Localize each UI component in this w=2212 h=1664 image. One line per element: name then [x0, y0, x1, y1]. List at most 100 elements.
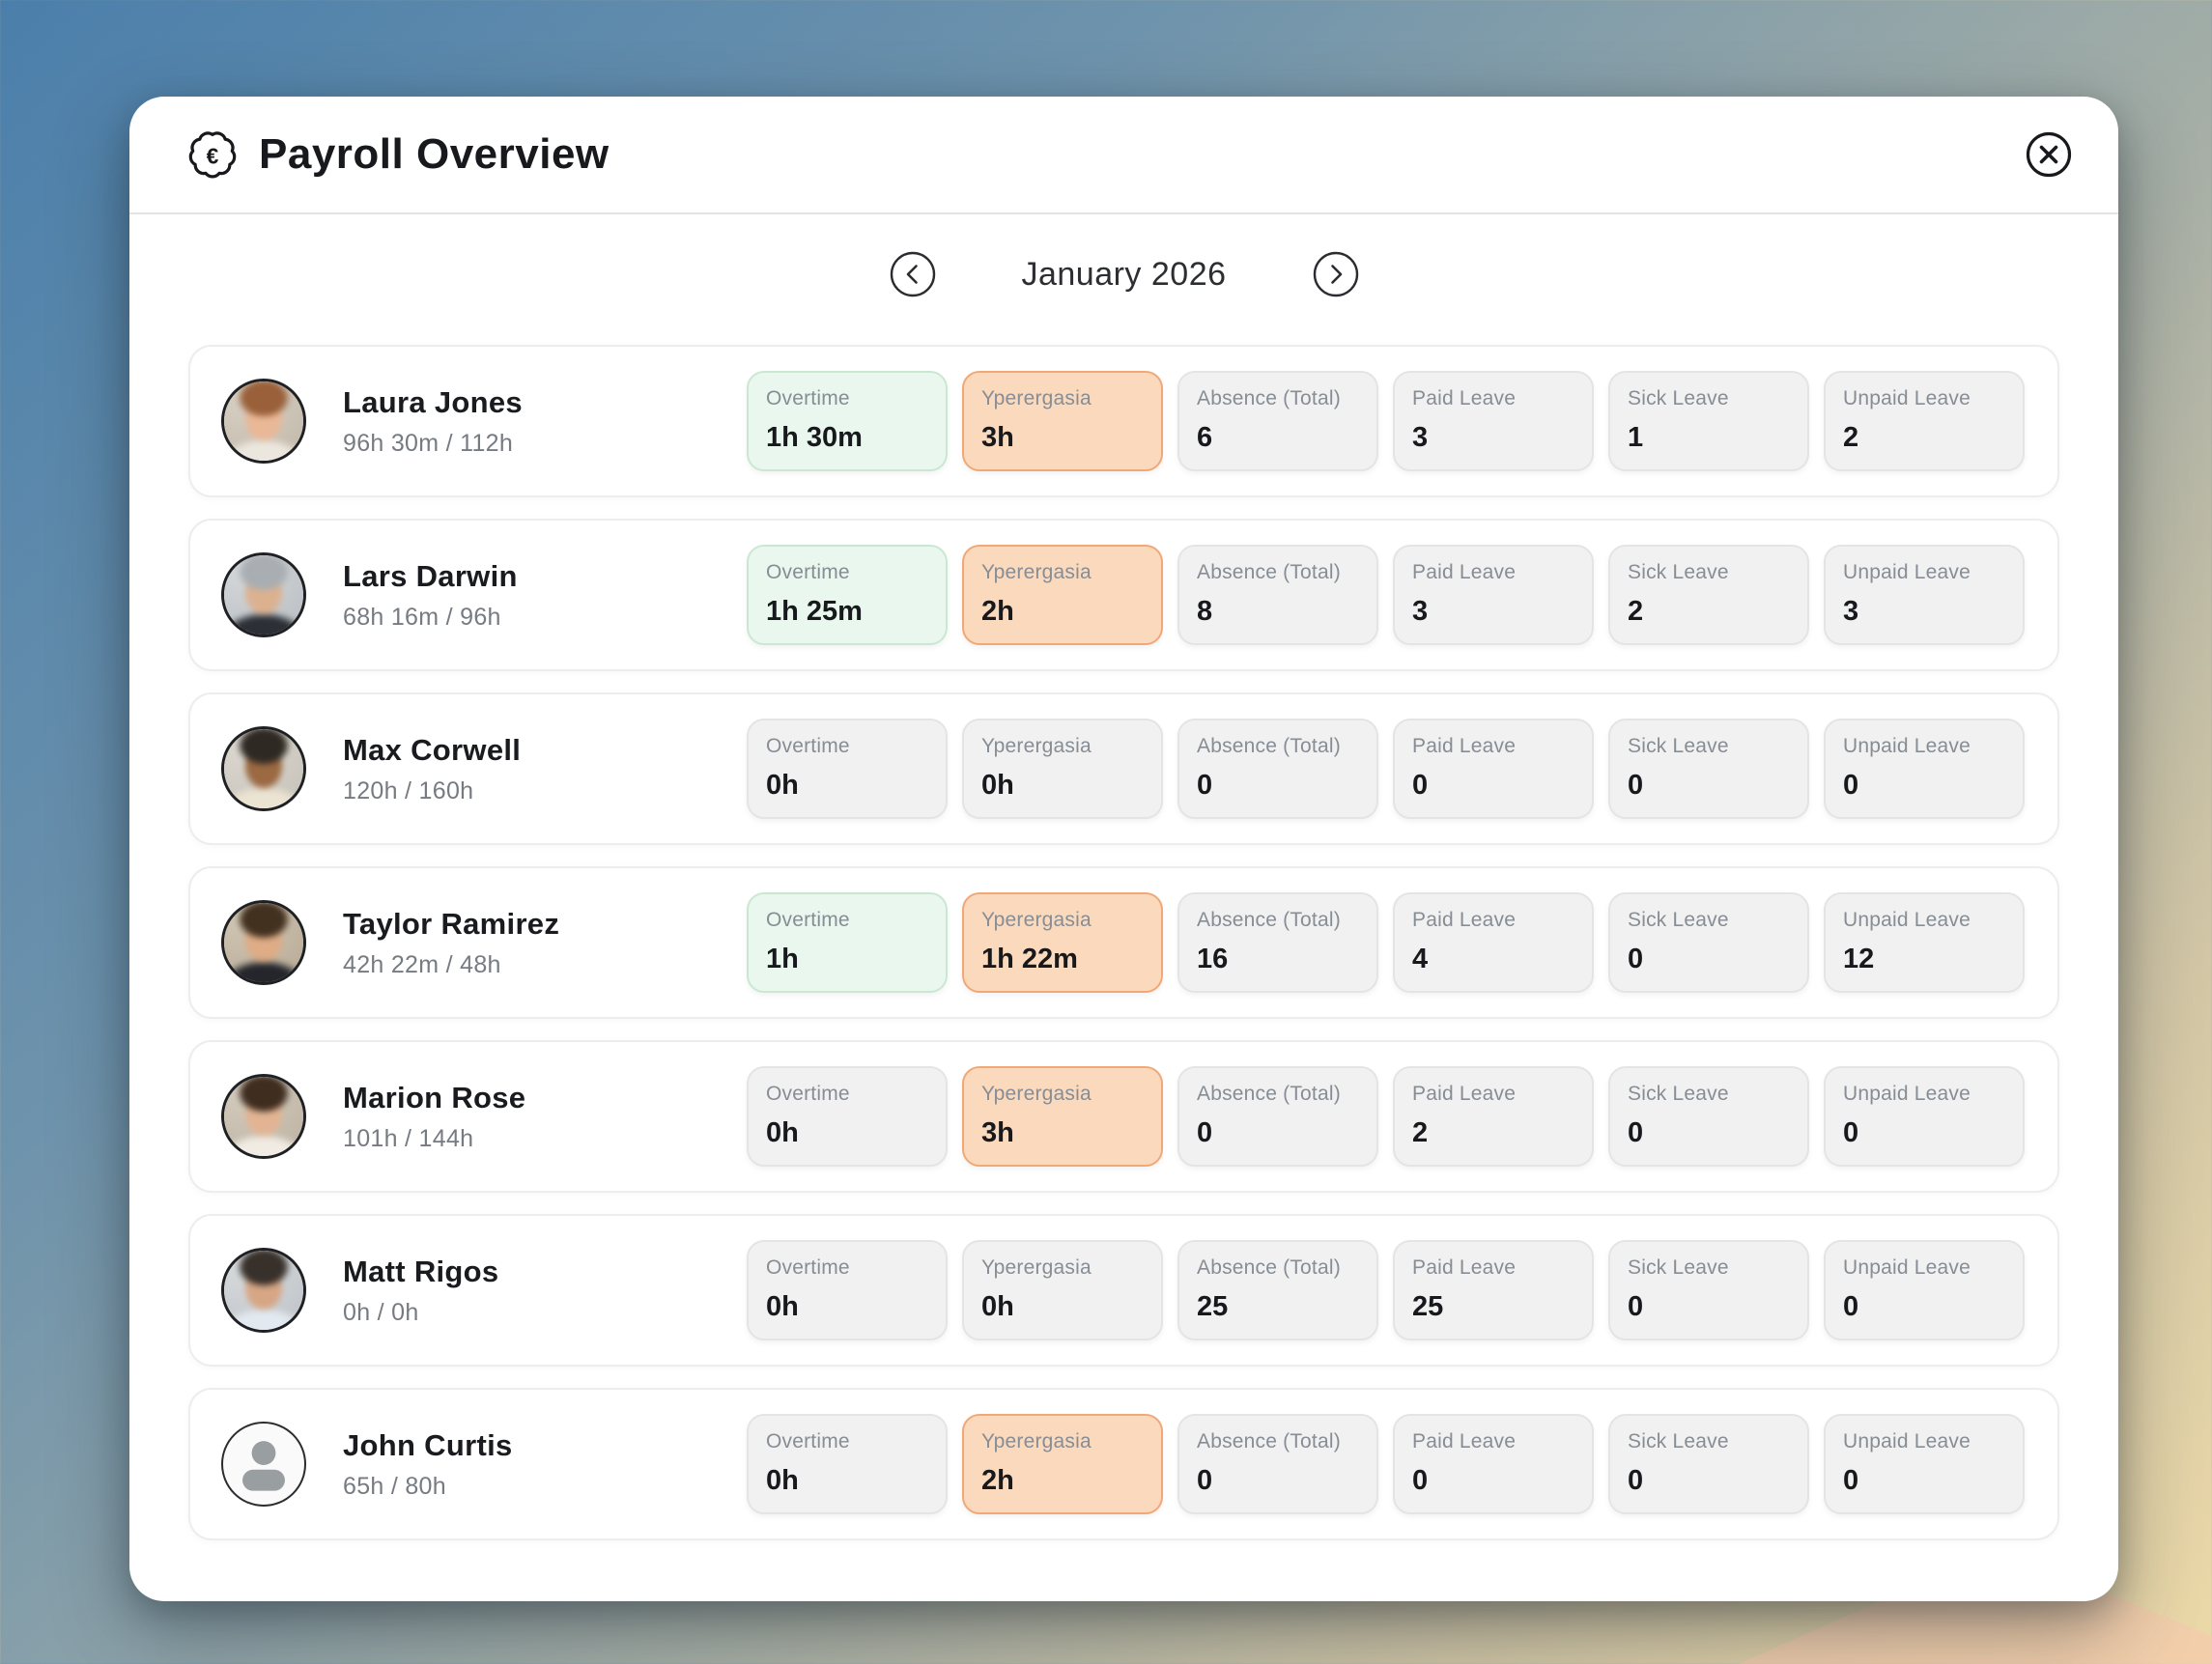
employee-row: John Curtis 65h / 80h Overtime 0h Yperer…	[188, 1388, 2059, 1540]
stat-chip: Unpaid Leave 12	[1824, 892, 2025, 993]
stat-value: 1h 22m	[981, 944, 1078, 974]
modal-header: € Payroll Overview	[129, 97, 2118, 214]
stat-value: 2h	[981, 1465, 1014, 1496]
stat-label: Yperergasia	[981, 387, 1092, 409]
employee-name: Matt Rigos	[343, 1254, 499, 1288]
stat-label: Unpaid Leave	[1843, 1256, 1971, 1279]
stat-chip: Sick Leave 0	[1608, 892, 1809, 993]
stat-chip: Absence (Total) 0	[1177, 1414, 1378, 1514]
employee-info: Marion Rose 101h / 144h	[343, 1081, 747, 1153]
stat-value: 3	[1412, 422, 1429, 453]
stat-label: Absence (Total)	[1197, 1083, 1341, 1105]
avatar	[221, 379, 306, 464]
stat-label: Absence (Total)	[1197, 909, 1341, 931]
stat-chip: Absence (Total) 0	[1177, 719, 1378, 819]
stat-label: Unpaid Leave	[1843, 1083, 1971, 1105]
stat-chip: Sick Leave 1	[1608, 371, 1809, 471]
stat-value: 0	[1412, 770, 1429, 801]
avatar	[221, 726, 306, 811]
stat-chip: Sick Leave 2	[1608, 545, 1809, 645]
avatar	[221, 552, 306, 637]
stat-chip: Unpaid Leave 0	[1824, 1414, 2025, 1514]
stat-chip: Sick Leave 0	[1608, 1240, 1809, 1340]
payroll-overview-modal: € Payroll Overview January 2026	[129, 97, 2118, 1601]
chevron-right-icon	[1313, 251, 1358, 297]
stat-label: Sick Leave	[1628, 1083, 1729, 1105]
next-month-button[interactable]	[1311, 249, 1361, 299]
stat-value: 0	[1843, 1291, 1859, 1322]
employee-name: Taylor Ramirez	[343, 906, 560, 941]
stat-label: Yperergasia	[981, 735, 1092, 757]
stat-value: 3	[1412, 596, 1429, 627]
stat-chip: Overtime 1h 25m	[747, 545, 948, 645]
stat-label: Overtime	[766, 909, 850, 931]
employee-name: Marion Rose	[343, 1080, 526, 1114]
close-icon	[2026, 131, 2072, 178]
stat-value: 25	[1412, 1291, 1444, 1322]
stat-value: 2	[1412, 1117, 1429, 1148]
stat-value: 3	[1843, 596, 1859, 627]
stat-label: Overtime	[766, 1083, 850, 1105]
employee-row: Marion Rose 101h / 144h Overtime 0h Yper…	[188, 1040, 2059, 1193]
stat-chip-group: Overtime 0h Yperergasia 2h Absence (Tota…	[747, 1414, 2025, 1514]
stat-chip: Paid Leave 3	[1393, 371, 1594, 471]
stat-chip: Sick Leave 0	[1608, 1414, 1809, 1514]
stat-chip: Unpaid Leave 3	[1824, 545, 2025, 645]
stat-label: Unpaid Leave	[1843, 909, 1971, 931]
stat-chip-group: Overtime 1h 30m Yperergasia 3h Absence (…	[747, 371, 2025, 471]
stat-chip: Yperergasia 1h 22m	[962, 892, 1163, 993]
stat-chip: Paid Leave 2	[1393, 1066, 1594, 1167]
avatar	[221, 1248, 306, 1333]
stat-chip-group: Overtime 0h Yperergasia 3h Absence (Tota…	[747, 1066, 2025, 1167]
stat-label: Overtime	[766, 561, 850, 583]
stat-value: 0	[1843, 1465, 1859, 1496]
stat-value: 0	[1197, 1117, 1213, 1148]
stat-label: Paid Leave	[1412, 1430, 1517, 1452]
stat-value: 0h	[766, 770, 799, 801]
page-title: Payroll Overview	[259, 130, 610, 178]
stat-label: Paid Leave	[1412, 909, 1517, 931]
stat-chip: Paid Leave 4	[1393, 892, 1594, 993]
avatar	[221, 1074, 306, 1159]
stat-chip: Unpaid Leave 0	[1824, 1240, 2025, 1340]
stat-label: Sick Leave	[1628, 561, 1729, 583]
previous-month-button[interactable]	[888, 249, 938, 299]
stat-chip: Overtime 0h	[747, 1066, 948, 1167]
stat-value: 1h	[766, 944, 799, 974]
stat-label: Sick Leave	[1628, 1256, 1729, 1279]
chevron-left-icon	[890, 251, 935, 297]
employee-hours: 42h 22m / 48h	[343, 950, 501, 978]
employee-hours: 0h / 0h	[343, 1298, 419, 1326]
euro-badge-icon: €	[188, 131, 237, 179]
stat-label: Unpaid Leave	[1843, 1430, 1971, 1452]
stat-label: Overtime	[766, 1430, 850, 1452]
stat-chip: Overtime 1h	[747, 892, 948, 993]
close-button[interactable]	[2024, 129, 2074, 180]
employee-row: Taylor Ramirez 42h 22m / 48h Overtime 1h…	[188, 866, 2059, 1019]
stat-value: 0h	[981, 1291, 1014, 1322]
employee-row: Matt Rigos 0h / 0h Overtime 0h Yperergas…	[188, 1214, 2059, 1367]
employee-info: Max Corwell 120h / 160h	[343, 733, 747, 805]
stat-chip: Yperergasia 3h	[962, 1066, 1163, 1167]
stat-chip: Absence (Total) 0	[1177, 1066, 1378, 1167]
stat-chip: Absence (Total) 6	[1177, 371, 1378, 471]
month-navigation: January 2026	[129, 249, 2118, 299]
stat-chip: Paid Leave 3	[1393, 545, 1594, 645]
employee-row: Laura Jones 96h 30m / 112h Overtime 1h 3…	[188, 345, 2059, 497]
stat-chip: Paid Leave 25	[1393, 1240, 1594, 1340]
stat-value: 0	[1197, 770, 1213, 801]
stat-label: Sick Leave	[1628, 387, 1729, 409]
employee-name: John Curtis	[343, 1427, 513, 1462]
employee-hours: 96h 30m / 112h	[343, 429, 514, 457]
stat-chip-group: Overtime 1h Yperergasia 1h 22m Absence (…	[747, 892, 2025, 993]
stat-chip: Absence (Total) 25	[1177, 1240, 1378, 1340]
month-label: January 2026	[1021, 255, 1227, 293]
stat-label: Yperergasia	[981, 561, 1092, 583]
stat-label: Sick Leave	[1628, 1430, 1729, 1452]
stat-chip: Sick Leave 0	[1608, 1066, 1809, 1167]
stat-label: Absence (Total)	[1197, 387, 1341, 409]
stat-value: 6	[1197, 422, 1213, 453]
stat-chip: Unpaid Leave 0	[1824, 1066, 2025, 1167]
stat-chip-group: Overtime 1h 25m Yperergasia 2h Absence (…	[747, 545, 2025, 645]
stat-chip: Overtime 0h	[747, 719, 948, 819]
